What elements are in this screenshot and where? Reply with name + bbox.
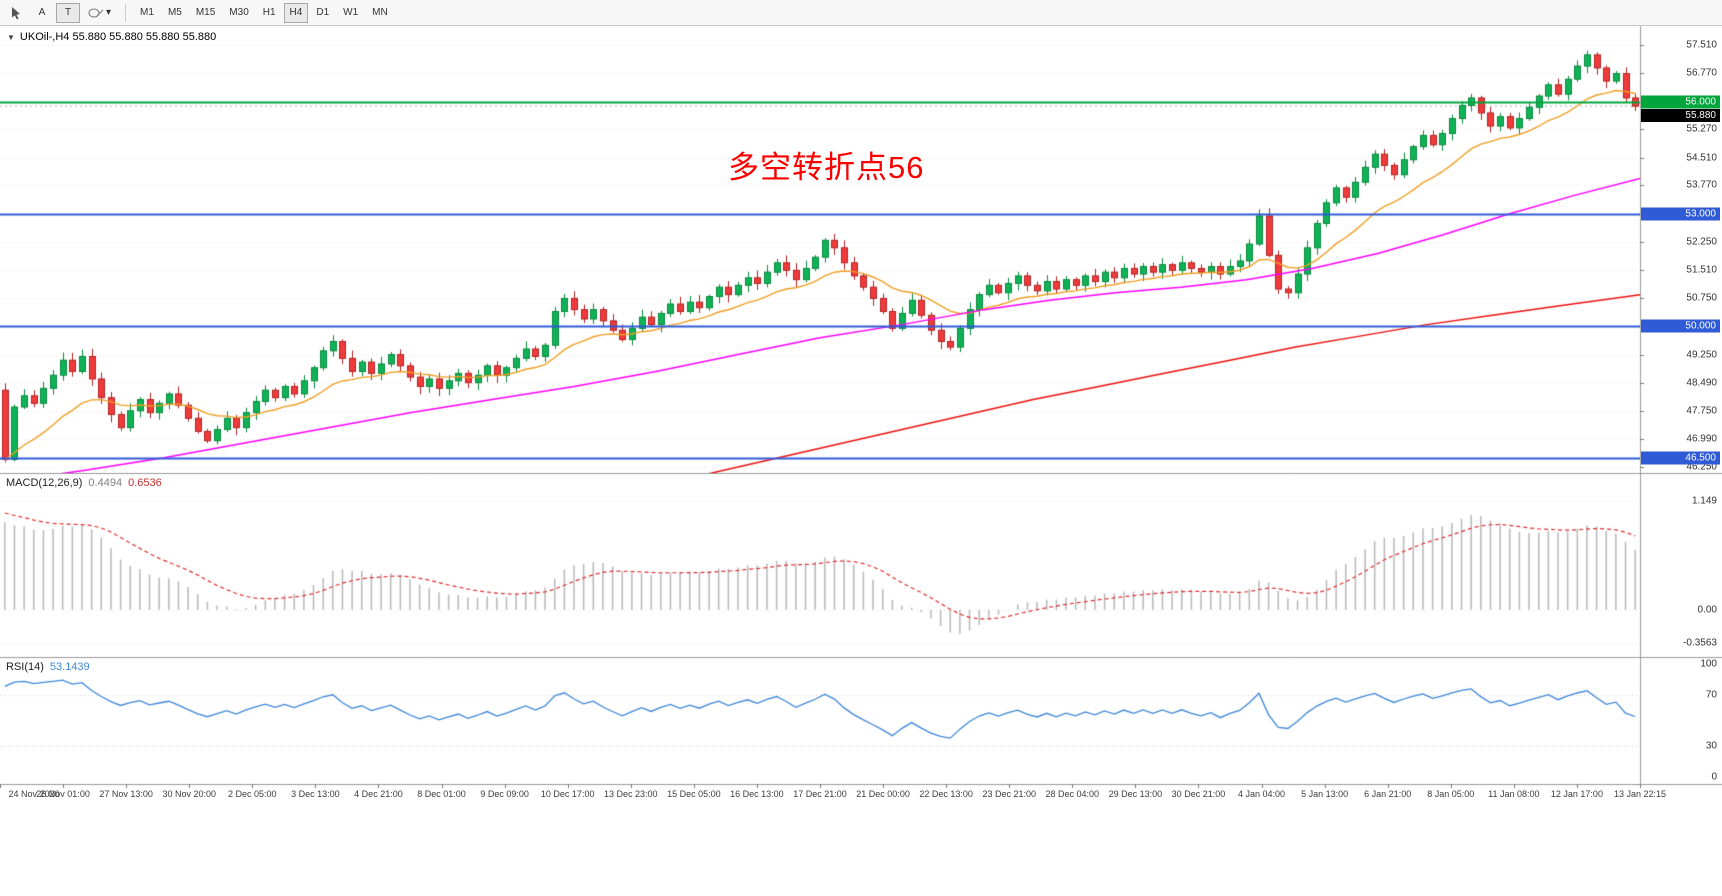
- timeframe-mn-button[interactable]: MN: [366, 3, 394, 23]
- text-tool-button[interactable]: T: [56, 2, 80, 23]
- timeframe-w1-button[interactable]: W1: [337, 3, 364, 23]
- toolbar-separator: [125, 3, 127, 22]
- text-label-tool-button[interactable]: A: [30, 3, 54, 23]
- timeframe-m1-button[interactable]: M1: [134, 3, 160, 23]
- pointer-tool-button[interactable]: [4, 3, 28, 23]
- shapes-icon: [88, 8, 104, 17]
- shapes-tool-button[interactable]: ▾: [82, 3, 117, 23]
- toolbar: A T ▾ M1 M5 M15 M30 H1 H4 D1 W1 MN: [0, 0, 1722, 26]
- timeframe-h4-button[interactable]: H4: [283, 2, 309, 23]
- timeframe-m30-button[interactable]: M30: [223, 3, 254, 23]
- timeframe-m15-button[interactable]: M15: [190, 3, 221, 23]
- pointer-icon: [12, 6, 20, 19]
- chevron-down-icon: ▾: [106, 7, 112, 18]
- timeframe-d1-button[interactable]: D1: [310, 3, 335, 23]
- timeframe-group: M1 M5 M15 M30 H1 H4 D1 W1 MN: [134, 2, 394, 23]
- timeframe-m5-button[interactable]: M5: [162, 3, 188, 23]
- timeframe-h1-button[interactable]: H1: [257, 3, 282, 23]
